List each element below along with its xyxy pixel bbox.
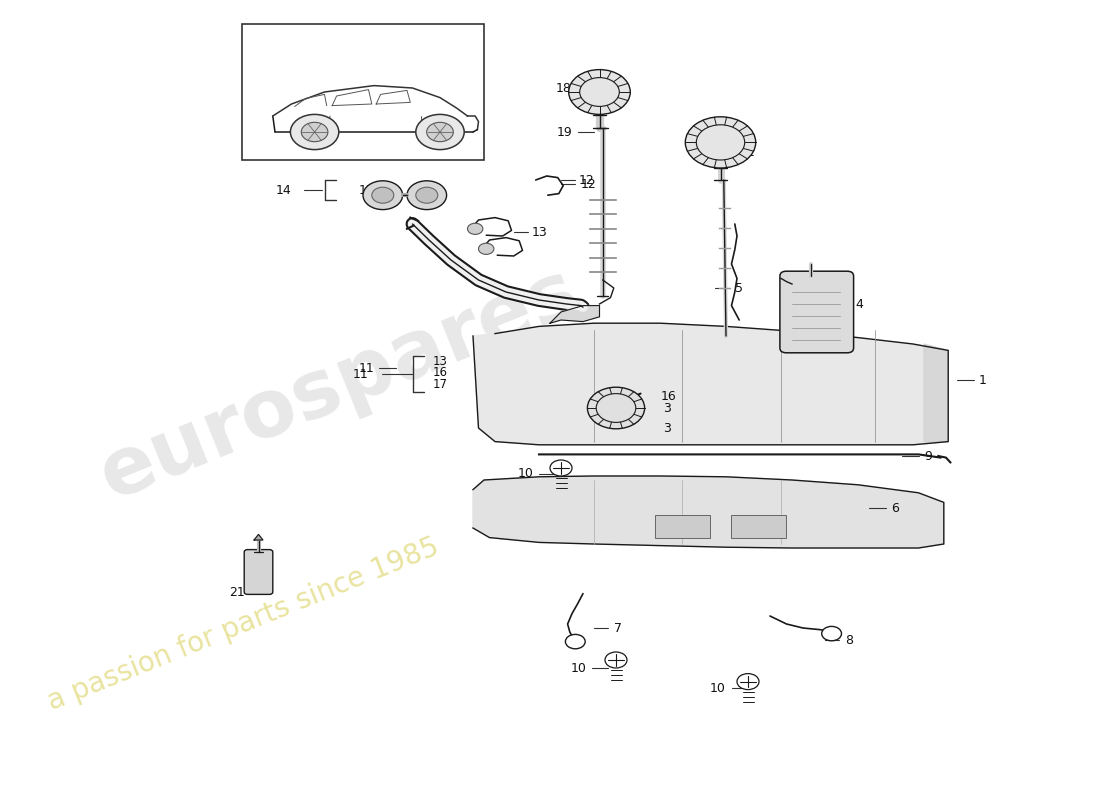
Text: 13: 13	[432, 355, 448, 368]
Text: 19: 19	[557, 126, 572, 138]
Polygon shape	[473, 323, 948, 445]
Circle shape	[550, 460, 572, 476]
Text: 13: 13	[531, 226, 547, 238]
Circle shape	[616, 398, 627, 406]
Circle shape	[580, 78, 619, 106]
Circle shape	[596, 394, 636, 422]
Circle shape	[372, 187, 394, 203]
Polygon shape	[254, 534, 263, 540]
Text: 17: 17	[432, 378, 448, 390]
Text: 3: 3	[663, 422, 671, 434]
Text: 10: 10	[711, 682, 726, 694]
Circle shape	[569, 70, 630, 114]
Circle shape	[363, 181, 403, 210]
Circle shape	[427, 122, 453, 142]
Circle shape	[416, 114, 464, 150]
Bar	[654, 515, 710, 538]
Text: 9: 9	[924, 450, 932, 462]
Bar	[242, 24, 484, 160]
Text: 11: 11	[353, 368, 369, 381]
Circle shape	[416, 187, 438, 203]
Circle shape	[468, 223, 483, 234]
Text: 8: 8	[845, 634, 853, 646]
Text: 10: 10	[571, 662, 586, 674]
FancyBboxPatch shape	[244, 550, 273, 594]
Text: 10: 10	[518, 467, 534, 480]
Text: 7: 7	[614, 622, 622, 634]
Text: 1: 1	[979, 374, 987, 386]
FancyBboxPatch shape	[780, 271, 854, 353]
Circle shape	[685, 117, 756, 168]
Text: 18: 18	[557, 82, 572, 94]
Circle shape	[587, 387, 645, 429]
Text: eurospares: eurospares	[88, 253, 590, 515]
Text: a passion for parts since 1985: a passion for parts since 1985	[44, 533, 443, 715]
Circle shape	[696, 125, 745, 160]
Circle shape	[301, 122, 328, 142]
Text: 3: 3	[663, 402, 671, 414]
Text: 16: 16	[432, 366, 448, 378]
Text: 5: 5	[735, 282, 743, 294]
Polygon shape	[550, 306, 600, 323]
Polygon shape	[473, 476, 944, 548]
Text: 2: 2	[746, 146, 754, 158]
Text: 4: 4	[856, 298, 864, 310]
Polygon shape	[924, 344, 948, 442]
Text: 12: 12	[581, 178, 596, 190]
Text: 11: 11	[359, 362, 374, 374]
Text: 12: 12	[579, 174, 594, 186]
Circle shape	[478, 243, 494, 254]
Text: 6: 6	[891, 502, 899, 514]
Bar	[732, 515, 786, 538]
Text: 14: 14	[276, 184, 292, 197]
Text: 16: 16	[661, 390, 676, 402]
Text: 21: 21	[230, 586, 245, 598]
Circle shape	[605, 652, 627, 668]
Text: 15: 15	[359, 183, 374, 197]
Circle shape	[737, 674, 759, 690]
Circle shape	[565, 634, 585, 649]
Circle shape	[822, 626, 842, 641]
Circle shape	[407, 181, 447, 210]
Circle shape	[290, 114, 339, 150]
